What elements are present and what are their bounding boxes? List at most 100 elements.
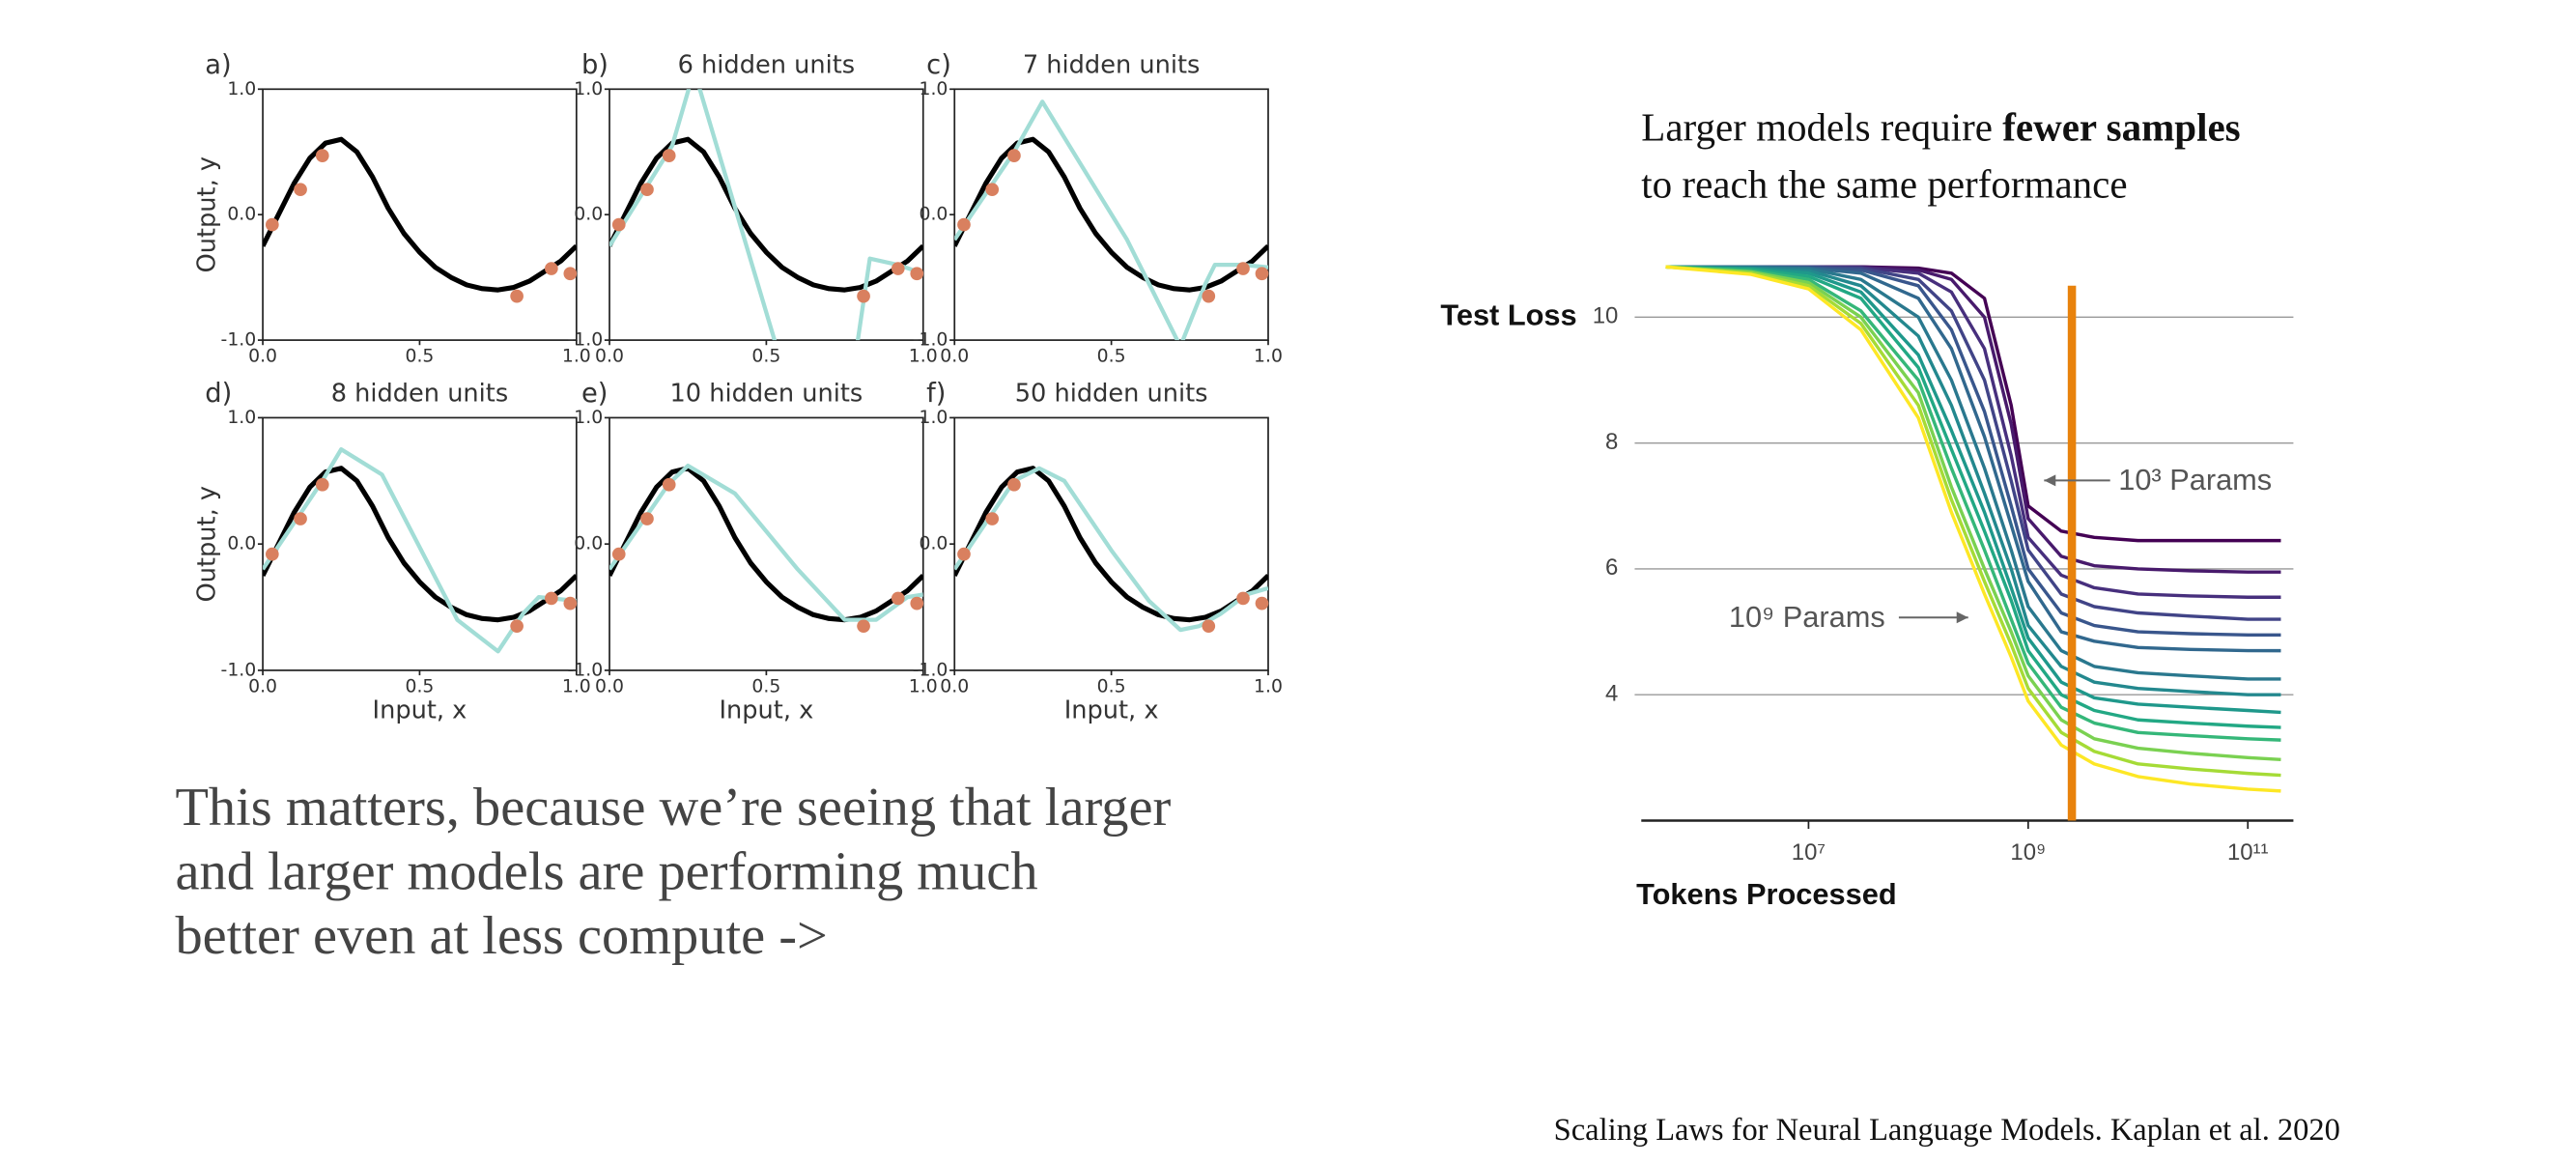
data-point	[510, 289, 524, 303]
x-tick-label: 1.0	[909, 347, 938, 367]
plot-frame	[609, 88, 924, 341]
y-tick-label: 1.0	[227, 79, 256, 99]
chart-title: to reach the same performance	[1641, 161, 2127, 206]
panel-title: 6 hidden units	[678, 50, 856, 79]
x-tick-label: 10⁷	[1792, 839, 1826, 866]
line	[1665, 265, 2281, 742]
data-point	[857, 619, 870, 634]
line	[1665, 265, 2281, 638]
data-point	[265, 217, 279, 232]
data-point	[957, 547, 971, 561]
panel-title: 50 hidden units	[1015, 380, 1208, 409]
data-point	[611, 217, 626, 232]
data-point	[545, 591, 558, 606]
x-tick-label: 1.0	[1254, 347, 1283, 367]
line	[954, 99, 1268, 341]
panel-title: 7 hidden units	[1023, 50, 1201, 79]
annotation: 10³ Params	[2118, 463, 2272, 497]
y-tick-label: 0.0	[574, 205, 603, 225]
y-tick-label: 10	[1593, 303, 1619, 329]
x-tick-label: 0.5	[751, 347, 780, 367]
y-tick-label: 0.0	[227, 534, 256, 554]
y-tick-label: 1.0	[919, 79, 948, 99]
x-tick-label: 1.0	[562, 347, 591, 367]
data-point	[1236, 591, 1250, 606]
data-point	[985, 183, 1000, 197]
x-axis-label: Input, x	[1064, 696, 1159, 725]
data-point	[1007, 149, 1021, 162]
y-tick-label: 8	[1605, 429, 1618, 455]
line	[1665, 265, 2281, 761]
line	[954, 466, 1268, 633]
data-point	[545, 262, 558, 275]
data-point	[857, 289, 870, 303]
x-tick-label: 0.5	[1097, 347, 1126, 367]
panel-label: e)	[581, 379, 608, 409]
y-tick-label: 1.0	[919, 408, 948, 428]
y-tick-label: -1.0	[221, 660, 257, 680]
panel-label: a)	[205, 50, 231, 80]
data-point	[1255, 596, 1269, 610]
y-tick-label: 0.0	[919, 205, 948, 225]
x-tick-label: 0.0	[940, 347, 969, 367]
x-tick-label: 0.0	[248, 347, 277, 367]
x-tick-label: 0.5	[405, 347, 434, 367]
x-tick-label: 10¹¹	[2227, 839, 2269, 866]
data-point	[1255, 267, 1269, 281]
data-point	[1236, 262, 1250, 275]
data-point	[611, 547, 626, 561]
arrow-head	[1956, 611, 1968, 624]
line	[954, 466, 1268, 623]
x-tick-label: 0.0	[940, 677, 969, 697]
plot-frame	[609, 416, 924, 671]
panel-title: 8 hidden units	[331, 380, 509, 409]
body-text: and larger models are performing much	[175, 842, 1037, 902]
y-axis-label: Output, y	[193, 486, 222, 602]
y-tick-label: 1.0	[227, 408, 256, 428]
x-tick-label: 0.5	[751, 677, 780, 697]
line	[263, 136, 577, 293]
x-tick-label: 0.0	[248, 677, 277, 697]
line	[1665, 265, 2281, 681]
data-point	[957, 217, 971, 232]
data-point	[640, 183, 654, 197]
data-point	[910, 267, 924, 281]
title-part: Larger models require	[1641, 105, 1993, 150]
data-point	[1202, 619, 1216, 634]
y-tick-label: 0.0	[919, 534, 948, 554]
y-tick-label: -1.0	[221, 330, 257, 351]
line	[1665, 265, 2281, 729]
line	[263, 446, 577, 654]
x-tick-label: 10⁹	[2010, 839, 2046, 866]
x-tick-label: 0.5	[405, 677, 434, 697]
x-tick-label: 1.0	[562, 677, 591, 697]
y-tick-label: 1.0	[574, 408, 603, 428]
data-point	[1202, 289, 1216, 303]
annotation: 10⁹ Params	[1729, 600, 1885, 634]
data-point	[294, 512, 307, 525]
panel-title: 10 hidden units	[669, 380, 863, 409]
x-tick-label: 1.0	[909, 677, 938, 697]
data-point	[510, 619, 524, 634]
line	[1665, 265, 2281, 793]
x-axis-label: Tokens Processed	[1636, 877, 1896, 911]
x-tick-label: 1.0	[1254, 677, 1283, 697]
body-text: better even at less compute ->	[175, 906, 827, 966]
line	[1665, 265, 2281, 653]
data-point	[640, 512, 654, 525]
line	[1665, 265, 2281, 599]
data-point	[985, 512, 1000, 525]
data-point	[563, 596, 578, 610]
plot-frame	[262, 88, 578, 341]
line	[609, 136, 923, 293]
x-tick-label: 0.0	[595, 347, 624, 367]
x-tick-label: 0.5	[1097, 677, 1126, 697]
line	[609, 466, 923, 623]
panel-label: c)	[926, 50, 951, 80]
plot-frame	[953, 416, 1269, 671]
data-point	[294, 183, 307, 197]
data-point	[891, 591, 905, 606]
panel-label: d)	[205, 379, 232, 409]
